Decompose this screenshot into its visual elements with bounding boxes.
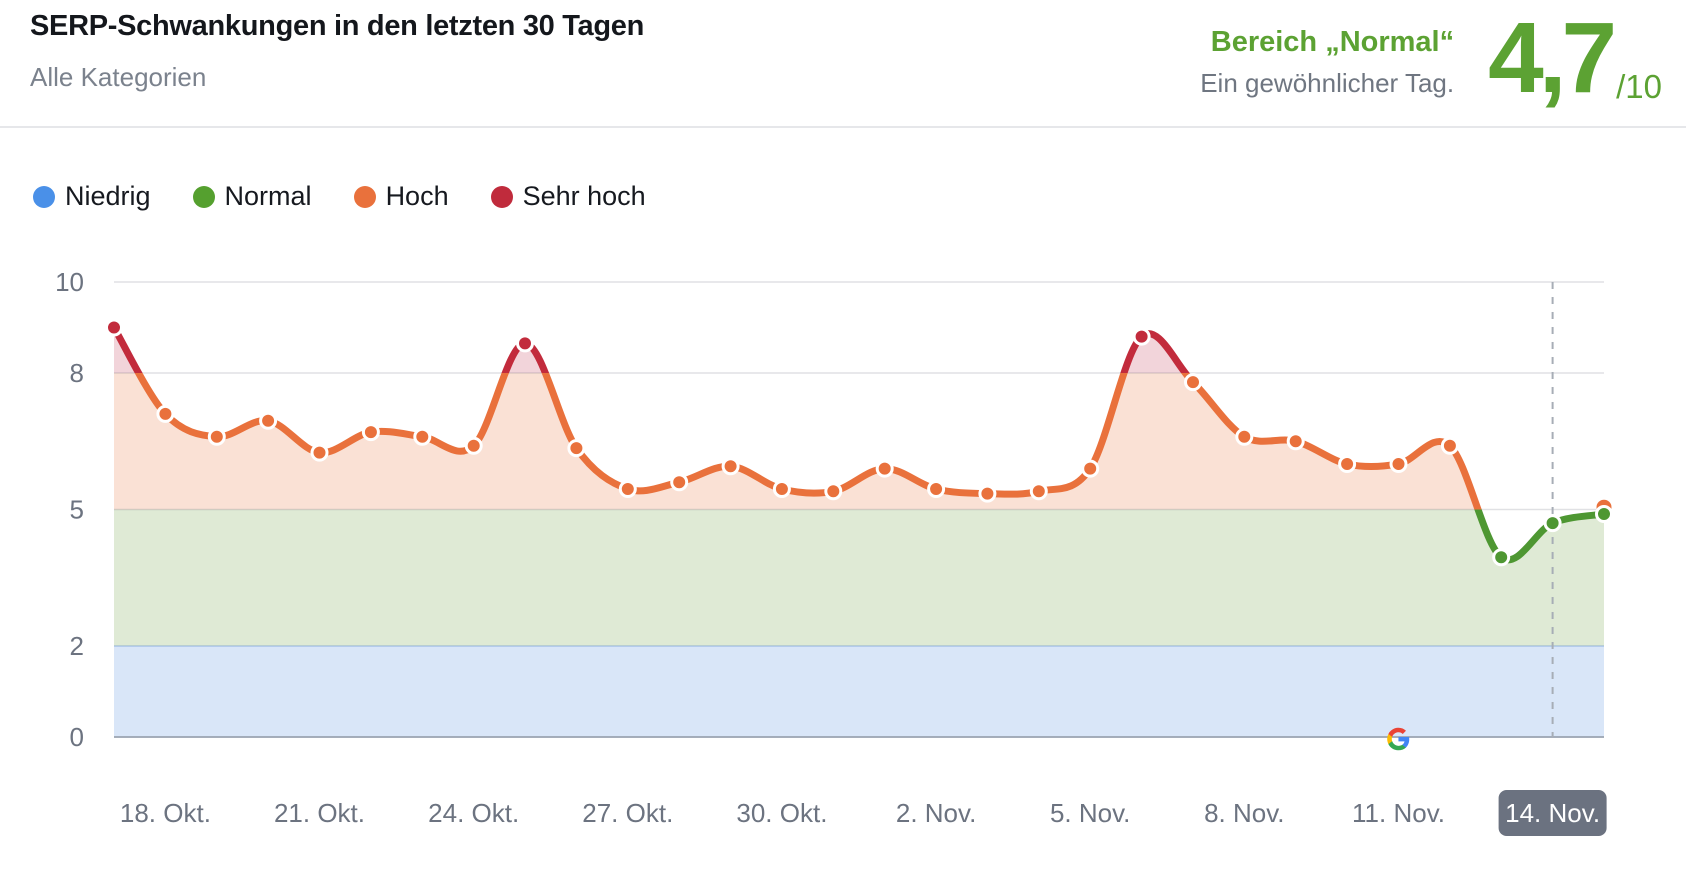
data-point[interactable]: [721, 457, 740, 476]
legend-item-niedrig: Niedrig: [33, 181, 151, 212]
data-point[interactable]: [1543, 514, 1562, 533]
data-point[interactable]: [1338, 455, 1357, 473]
x-tick-label: 2. Nov.: [896, 798, 976, 828]
data-point[interactable]: [618, 480, 637, 498]
y-axis-label: 8: [70, 358, 84, 388]
data-point[interactable]: [1081, 459, 1100, 478]
data-point[interactable]: [927, 480, 946, 498]
niedrig-color-dot: [33, 185, 55, 208]
category-filter-label: Alle Kategorien: [30, 62, 207, 92]
data-point[interactable]: [1492, 548, 1511, 567]
data-point[interactable]: [310, 443, 329, 462]
data-point[interactable]: [464, 436, 483, 455]
data-point[interactable]: [516, 334, 534, 353]
data-point[interactable]: [772, 480, 791, 498]
x-tick-label: 14. Nov.: [1505, 798, 1600, 828]
data-point[interactable]: [1029, 482, 1048, 501]
x-tick-label: 21. Okt.: [274, 798, 365, 828]
data-point[interactable]: [1184, 373, 1202, 392]
legend-label: Sehr hoch: [522, 181, 646, 211]
data-point[interactable]: [105, 318, 123, 337]
x-tick-label: 18. Okt.: [120, 798, 211, 828]
score-panel: Bereich „Normal“ Ein gewöhnlicher Tag. 4…: [1200, 2, 1662, 114]
data-point[interactable]: [978, 484, 997, 503]
normal-color-dot: [192, 185, 215, 208]
data-point[interactable]: [824, 482, 843, 501]
x-tick-label: 30. Okt.: [736, 798, 827, 828]
x-tick-label: 11. Nov.: [1352, 798, 1445, 828]
legend-item-normal: Normal: [192, 181, 312, 212]
x-tick-label: 27. Okt.: [582, 798, 673, 828]
selected-date-badge[interactable]: [1498, 790, 1607, 836]
legend-item-sehr-hoch: Sehr hoch: [490, 181, 646, 212]
data-point[interactable]: [361, 423, 380, 442]
header-divider: [0, 126, 1686, 128]
x-tick-label: 5. Nov.: [1050, 798, 1130, 828]
y-axis-label: 0: [70, 722, 84, 752]
legend-item-hoch: Hoch: [353, 181, 449, 212]
data-point[interactable]: [1595, 505, 1613, 523]
y-axis-label: 2: [70, 631, 84, 661]
y-axis-label: 10: [55, 267, 84, 297]
data-point[interactable]: [259, 411, 278, 430]
data-point[interactable]: [413, 427, 432, 446]
data-point[interactable]: [875, 459, 894, 478]
data-point[interactable]: [567, 439, 586, 458]
legend-label: Hoch: [385, 181, 449, 211]
y-axis-label: 5: [70, 495, 84, 525]
data-point[interactable]: [1132, 327, 1151, 346]
google-icon: [1387, 727, 1410, 751]
x-tick-label: 24. Okt.: [428, 798, 519, 828]
legend: Niedrig Normal Hoch Sehr hoch: [33, 181, 646, 212]
data-point[interactable]: [1389, 455, 1408, 473]
page-title: SERP-Schwankungen in den letzten 30 Tage…: [30, 10, 644, 42]
legend-label: Niedrig: [65, 181, 151, 211]
score-description: Ein gewöhnlicher Tag.: [1200, 68, 1455, 98]
data-point[interactable]: [1440, 436, 1459, 455]
data-point[interactable]: [1235, 427, 1254, 446]
score-range-label: Bereich „Normal“: [1210, 26, 1455, 58]
volatility-area: [114, 327, 1604, 737]
data-point[interactable]: [670, 473, 689, 492]
legend-label: Normal: [224, 181, 312, 211]
x-tick-label: 8. Nov.: [1204, 798, 1284, 828]
sehr-hoch-color-dot: [490, 185, 513, 208]
data-point[interactable]: [207, 427, 226, 446]
score-denominator: /10: [1616, 68, 1662, 105]
hoch-color-dot: [353, 185, 376, 208]
data-point[interactable]: [156, 404, 175, 423]
score-value: 4,7: [1488, 2, 1617, 114]
data-point[interactable]: [1286, 432, 1305, 451]
